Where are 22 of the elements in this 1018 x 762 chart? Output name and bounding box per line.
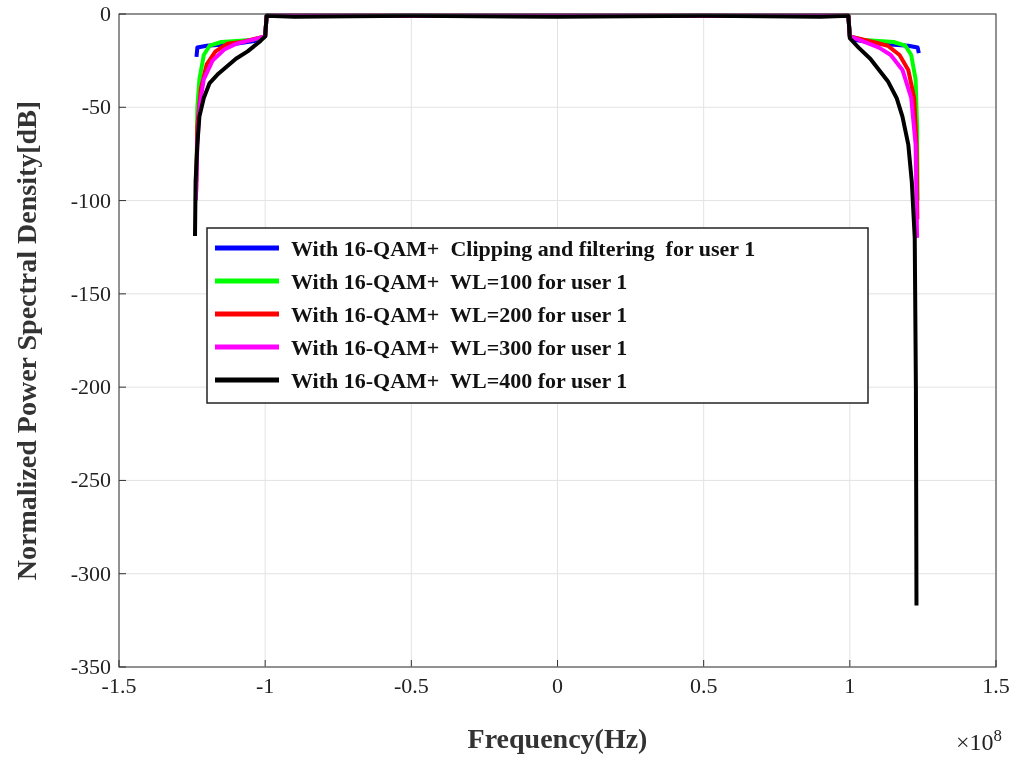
x-tick-label: 0.5 xyxy=(689,673,718,698)
legend-label: With 16-QAM+ WL=100 for user 1 xyxy=(291,269,628,294)
x-tick-label: 0 xyxy=(552,673,563,698)
y-tick-label: -200 xyxy=(70,374,111,400)
y-tick-label: -250 xyxy=(70,467,111,493)
y-tick-label: -50 xyxy=(81,94,111,120)
x-axis-title: Frequency(Hz) xyxy=(467,723,648,754)
y-tick-label: -100 xyxy=(70,187,111,213)
x-tick-label: 1.5 xyxy=(982,673,1010,698)
line-series xyxy=(193,13,919,608)
y-tick-label: 0 xyxy=(100,1,111,26)
legend-label: With 16-QAM+ WL=300 for user 1 xyxy=(291,335,628,360)
y-axis-title: Normalized Power Spectral Density[dB] xyxy=(11,100,42,581)
legend-label: With 16-QAM+ WL=200 for user 1 xyxy=(291,302,628,327)
x-tick-label: -1 xyxy=(256,673,275,698)
y-tick-label: -150 xyxy=(70,280,111,306)
y-tick-label: -300 xyxy=(70,560,111,586)
x-tick-label: 1 xyxy=(844,673,856,698)
legend-label: With 16-QAM+ WL=400 for user 1 xyxy=(291,368,628,393)
legend-label: With 16-QAM+ Clipping and filtering for user 1 xyxy=(291,236,756,261)
text: ×10$^{8}$ xyxy=(956,725,1002,755)
x-tick-label: -0.5 xyxy=(393,673,429,698)
